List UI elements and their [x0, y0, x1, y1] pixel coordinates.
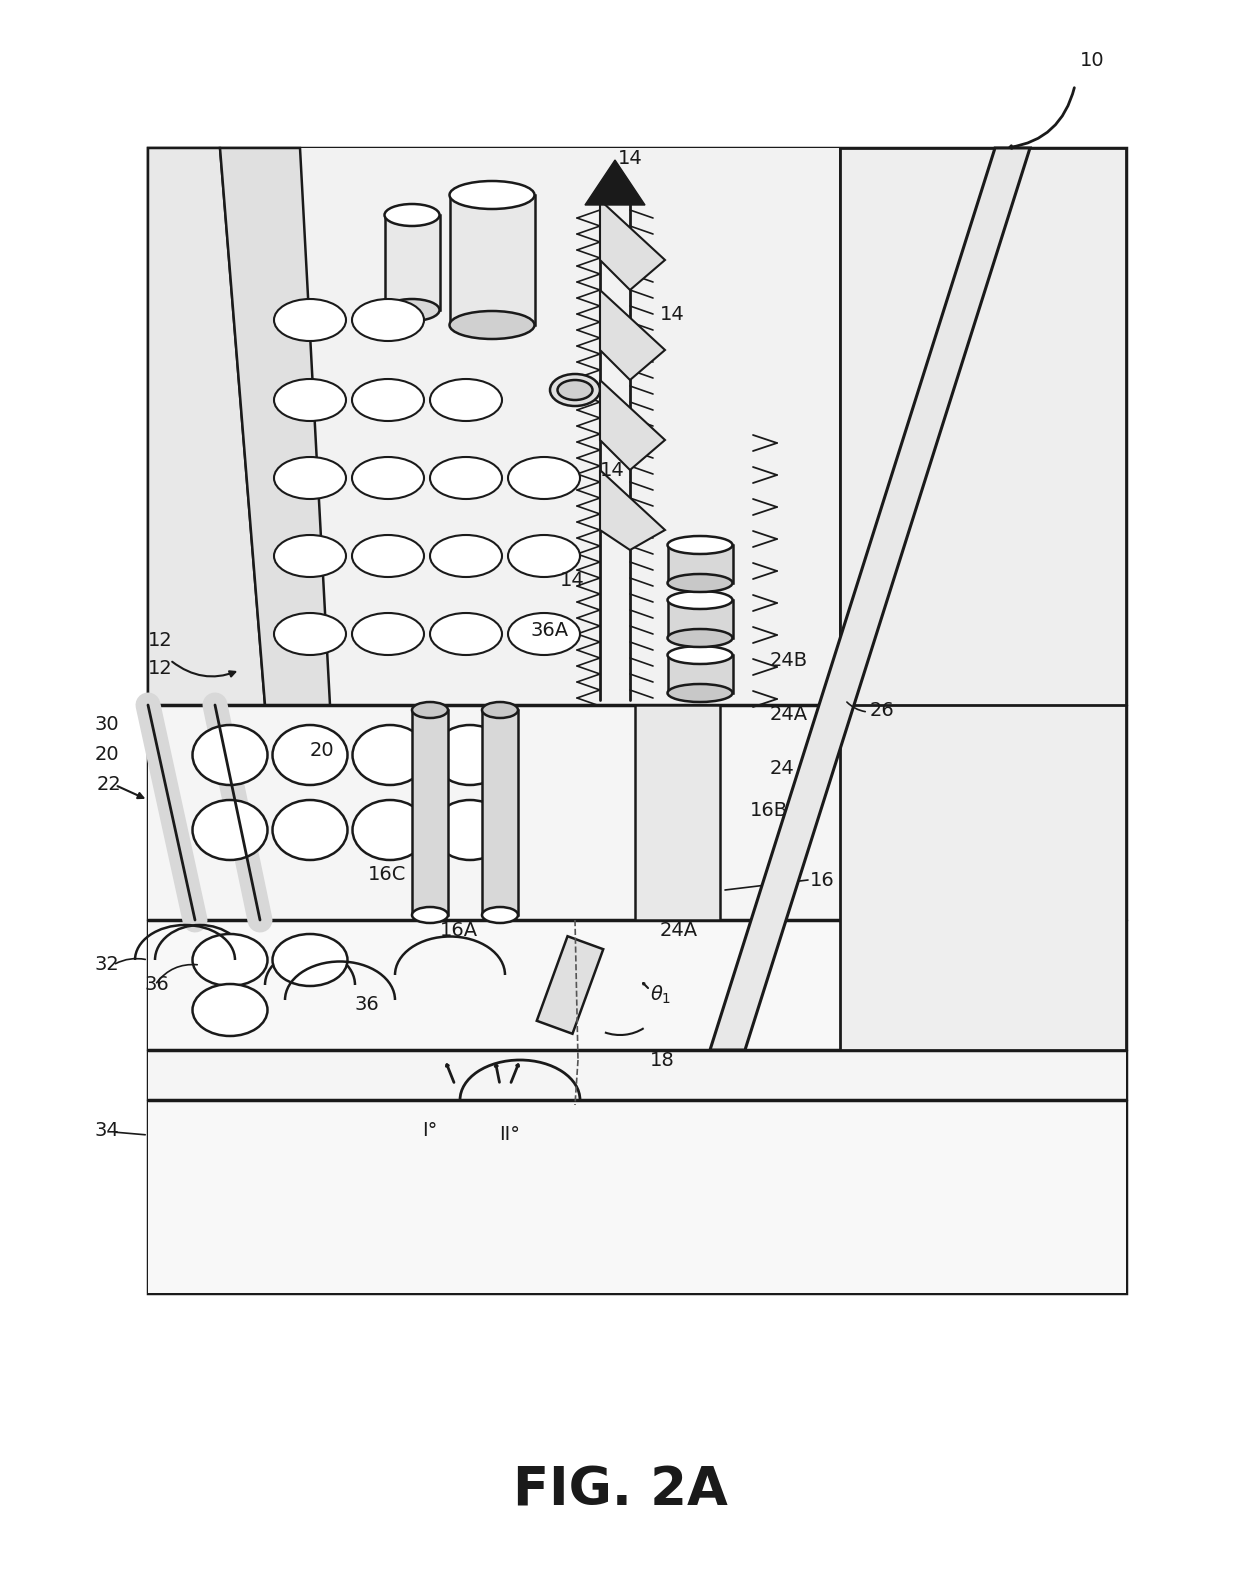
Ellipse shape — [274, 535, 346, 577]
Ellipse shape — [430, 458, 502, 499]
Bar — [148, 705, 1126, 920]
Ellipse shape — [352, 379, 424, 421]
Ellipse shape — [430, 535, 502, 577]
Bar — [148, 147, 1126, 1293]
Polygon shape — [219, 147, 330, 705]
Polygon shape — [600, 200, 665, 290]
Polygon shape — [635, 705, 720, 920]
Bar — [668, 656, 733, 694]
Ellipse shape — [449, 310, 534, 339]
Text: 10: 10 — [1080, 51, 1105, 70]
Text: 14: 14 — [600, 461, 625, 480]
Text: 30: 30 — [95, 716, 119, 735]
Text: 16B: 16B — [750, 800, 789, 819]
Text: FIG. 2A: FIG. 2A — [512, 1464, 728, 1516]
Ellipse shape — [192, 935, 268, 985]
Text: 20: 20 — [310, 740, 335, 759]
Text: 16A: 16A — [440, 920, 479, 939]
Bar — [668, 600, 733, 638]
Ellipse shape — [352, 800, 428, 860]
Ellipse shape — [482, 908, 518, 923]
Ellipse shape — [433, 725, 507, 786]
Text: 24: 24 — [770, 759, 795, 778]
Bar — [412, 710, 448, 916]
Ellipse shape — [667, 573, 733, 592]
Text: 14: 14 — [660, 306, 684, 325]
Ellipse shape — [352, 458, 424, 499]
Polygon shape — [148, 147, 265, 705]
Bar — [148, 1099, 1126, 1293]
Ellipse shape — [430, 379, 502, 421]
Ellipse shape — [482, 702, 518, 718]
Polygon shape — [600, 290, 665, 380]
Text: 12: 12 — [148, 630, 172, 649]
Bar — [668, 545, 733, 583]
Bar — [148, 1050, 1126, 1099]
Ellipse shape — [667, 684, 733, 702]
Text: 18: 18 — [650, 1050, 675, 1069]
Polygon shape — [711, 147, 1030, 1050]
Ellipse shape — [667, 591, 733, 608]
Text: 26: 26 — [870, 700, 895, 719]
Ellipse shape — [274, 458, 346, 499]
Ellipse shape — [430, 613, 502, 656]
Ellipse shape — [412, 908, 448, 923]
Polygon shape — [600, 380, 665, 470]
Text: II°: II° — [500, 1126, 521, 1145]
Ellipse shape — [667, 535, 733, 554]
Text: 36: 36 — [355, 995, 379, 1014]
Ellipse shape — [508, 535, 580, 577]
Text: I°: I° — [423, 1120, 438, 1139]
Ellipse shape — [508, 613, 580, 656]
Text: 20: 20 — [95, 746, 119, 765]
Ellipse shape — [352, 535, 424, 577]
Text: 36: 36 — [145, 976, 170, 995]
Text: 32: 32 — [95, 955, 120, 974]
Text: 16C: 16C — [368, 865, 407, 884]
Ellipse shape — [274, 299, 346, 341]
Ellipse shape — [352, 299, 424, 341]
Bar — [148, 920, 1126, 1050]
Ellipse shape — [667, 629, 733, 646]
Ellipse shape — [352, 613, 424, 656]
Ellipse shape — [449, 181, 534, 209]
Polygon shape — [537, 936, 603, 1034]
Polygon shape — [585, 160, 645, 204]
Text: 14: 14 — [618, 149, 642, 168]
Ellipse shape — [433, 800, 507, 860]
Ellipse shape — [273, 935, 347, 985]
Bar — [482, 710, 518, 916]
Bar — [450, 195, 534, 325]
Polygon shape — [839, 147, 1126, 705]
Ellipse shape — [274, 613, 346, 656]
Ellipse shape — [273, 725, 347, 786]
Text: 24B: 24B — [770, 651, 808, 670]
Ellipse shape — [192, 800, 268, 860]
Bar — [384, 215, 440, 310]
Text: $\theta_1$: $\theta_1$ — [650, 984, 671, 1006]
Text: 24A: 24A — [770, 705, 808, 724]
Polygon shape — [839, 147, 1126, 1050]
Ellipse shape — [558, 380, 593, 401]
Text: 24A: 24A — [660, 920, 698, 939]
Text: 22: 22 — [97, 776, 122, 795]
Ellipse shape — [274, 379, 346, 421]
Ellipse shape — [412, 702, 448, 718]
Ellipse shape — [352, 725, 428, 786]
Text: 16: 16 — [810, 871, 835, 890]
Text: 14: 14 — [560, 570, 585, 589]
Text: 34: 34 — [95, 1120, 120, 1139]
Text: 12: 12 — [148, 659, 172, 678]
Ellipse shape — [384, 204, 439, 227]
Ellipse shape — [192, 984, 268, 1036]
Ellipse shape — [508, 458, 580, 499]
Ellipse shape — [273, 800, 347, 860]
Ellipse shape — [384, 299, 439, 322]
Polygon shape — [600, 470, 665, 550]
Ellipse shape — [667, 646, 733, 664]
Ellipse shape — [551, 374, 600, 406]
Ellipse shape — [192, 725, 268, 786]
Bar — [148, 147, 1126, 705]
Text: 36A: 36A — [529, 621, 568, 640]
